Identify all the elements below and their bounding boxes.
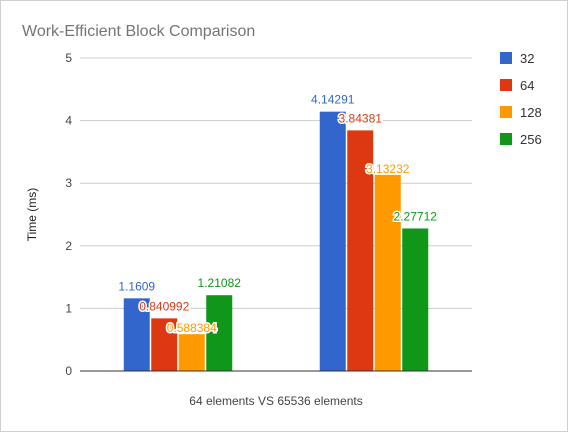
data-label: 4.14291 [311, 93, 355, 107]
legend-swatch [500, 79, 512, 91]
y-tick-label: 2 [65, 239, 72, 253]
bar-256-2 [402, 228, 429, 371]
x-axis-title: 64 elements VS 65536 elements [189, 394, 362, 408]
legend-swatch [500, 106, 512, 118]
legend-label: 32 [520, 51, 534, 66]
legend-label: 128 [520, 105, 542, 120]
bar-256-1 [206, 295, 233, 371]
data-label: 1.1609 [118, 279, 155, 293]
y-axis-ticks: 0 1 2 3 4 5 [65, 51, 72, 378]
y-tick-label: 0 [65, 364, 72, 378]
bar-128-1 [178, 334, 205, 371]
data-label: 0.840992 [139, 299, 189, 313]
bars [123, 111, 429, 371]
data-label: 3.84381 [339, 111, 383, 125]
bar-64-2 [347, 130, 374, 371]
y-tick-label: 3 [65, 176, 72, 190]
legend-swatch [500, 52, 512, 64]
data-label: 0.588384 [167, 321, 217, 335]
data-label: 1.21082 [198, 276, 242, 290]
chart-title: Work-Efficient Block Comparison [22, 23, 255, 40]
y-axis-title: Time (ms) [25, 188, 39, 242]
data-labels: 1.1609 0.840992 0.588384 1.21082 4.14291 3.84… [117, 91, 439, 337]
bar-32-2 [319, 111, 346, 371]
y-tick-label: 5 [65, 51, 72, 65]
bar-32-1 [123, 298, 150, 371]
data-label: 3.13232 [366, 162, 410, 176]
bar-128-2 [374, 174, 401, 371]
legend: 32 64 128 256 [500, 51, 542, 147]
legend-swatch [500, 133, 512, 145]
y-tick-label: 1 [65, 301, 72, 315]
y-tick-label: 4 [65, 114, 72, 128]
data-label: 2.27712 [394, 209, 438, 223]
legend-label: 64 [520, 78, 534, 93]
bar-64-1 [151, 318, 178, 371]
legend-label: 256 [520, 132, 542, 147]
